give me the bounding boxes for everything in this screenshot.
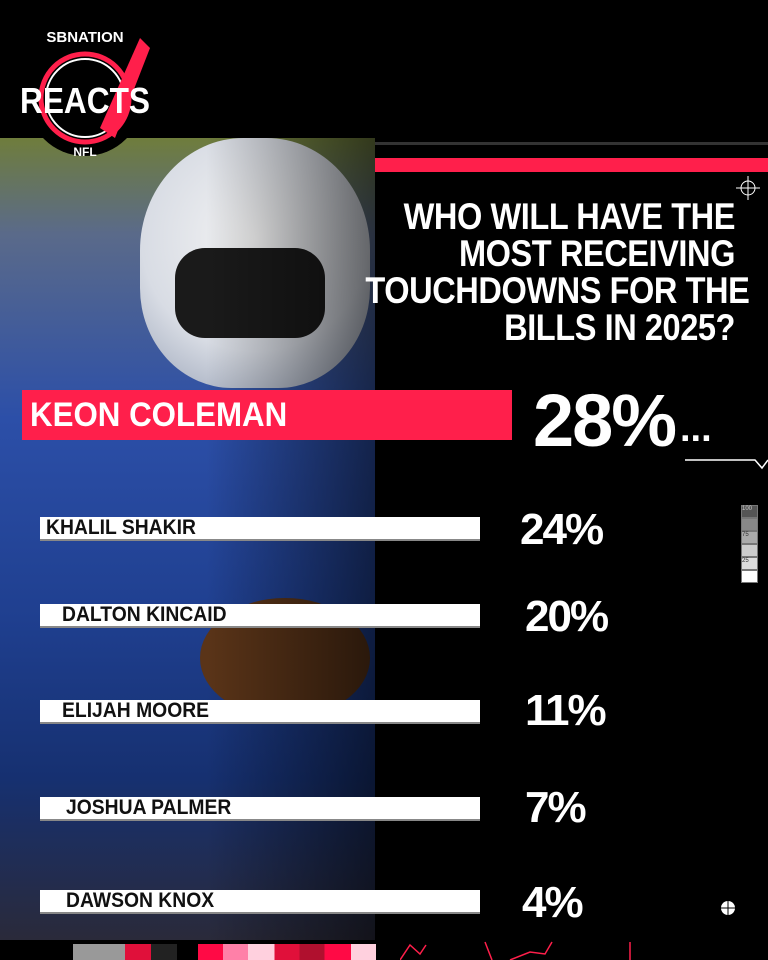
svg-text:NFL: NFL bbox=[73, 145, 96, 159]
ellipsis: ... bbox=[680, 408, 712, 450]
svg-text:SBNATION: SBNATION bbox=[46, 29, 123, 46]
callout-line bbox=[685, 459, 768, 470]
poll-question: WHO WILL HAVE THE MOST RECEIVING TOUCHDO… bbox=[365, 196, 750, 348]
accent-bar bbox=[375, 158, 768, 172]
sbnation-reacts-logo: SBNATION REACTS NFL bbox=[20, 29, 150, 159]
bar-khalil-shakir: KHALIL SHAKIR bbox=[40, 516, 480, 541]
crosshair-icon bbox=[736, 176, 760, 200]
svg-text:REACTS: REACTS bbox=[20, 80, 150, 121]
bar-label: DALTON KINCAID bbox=[62, 603, 227, 626]
bar-dawson-knox: DAWSON KNOX bbox=[40, 889, 480, 914]
pct-khalil-shakir: 24% bbox=[520, 505, 604, 554]
bar-label: ELIJAH MOORE bbox=[62, 699, 210, 722]
divider bbox=[375, 142, 768, 145]
pct-keon-coleman: 28% bbox=[533, 379, 677, 462]
decorative-scale: 100 75 25 bbox=[741, 505, 758, 583]
bar-label: JOSHUA PALMER bbox=[66, 796, 232, 819]
bar-label: DAWSON KNOX bbox=[66, 889, 215, 912]
bar-label: KHALIL SHAKIR bbox=[46, 516, 196, 539]
pct-dalton-kincaid: 20% bbox=[525, 592, 609, 641]
bar-joshua-palmer: JOSHUA PALMER bbox=[40, 796, 480, 821]
bar-elijah-moore: ELIJAH MOORE bbox=[40, 699, 480, 724]
bar-label: KEON COLEMAN bbox=[30, 395, 288, 434]
color-swatch-strip bbox=[73, 944, 177, 960]
decorative-lines bbox=[400, 941, 631, 960]
bar-keon-coleman: KEON COLEMAN bbox=[22, 390, 512, 440]
pct-joshua-palmer: 7% bbox=[525, 783, 587, 832]
color-swatch-strip bbox=[198, 944, 376, 960]
pct-dawson-knox: 4% bbox=[522, 878, 584, 927]
target-dot-icon bbox=[721, 901, 735, 915]
bar-dalton-kincaid: DALTON KINCAID bbox=[40, 603, 480, 628]
pct-elijah-moore: 11% bbox=[525, 686, 607, 735]
